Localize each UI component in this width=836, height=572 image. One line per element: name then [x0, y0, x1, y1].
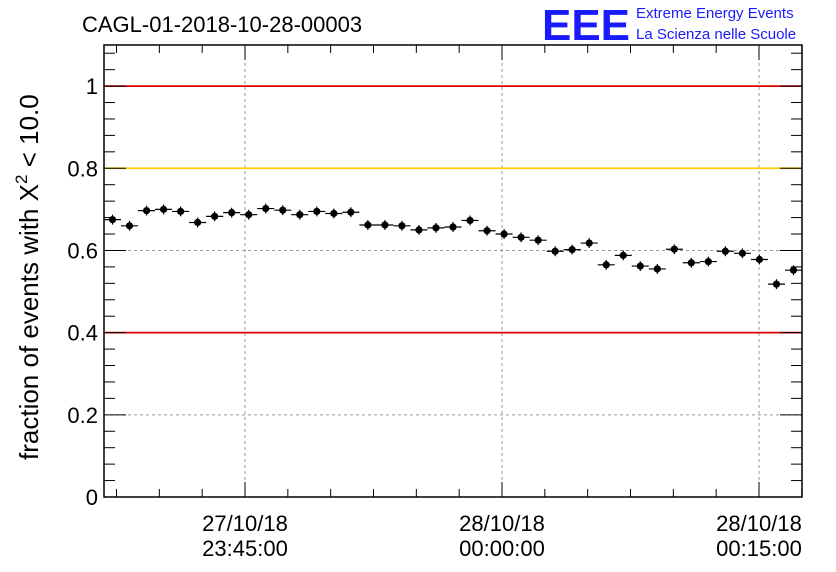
- data-point: [177, 207, 185, 216]
- data-point: [159, 205, 168, 213]
- data-point: [755, 255, 764, 264]
- x-tick-label-date: 27/10/18: [202, 511, 288, 536]
- data-point: [228, 209, 236, 217]
- data-point: [483, 227, 491, 235]
- y-tick-label: 1: [86, 74, 98, 99]
- y-axis-label: fraction of events with X2 < 10.0: [12, 94, 44, 460]
- plot-frame: [103, 44, 803, 498]
- data-point: [142, 206, 151, 215]
- data-point: [602, 261, 610, 269]
- tick-labels: 00.20.40.60.8127/10/1823:45:0028/10/1800…: [67, 74, 801, 561]
- data-series: [104, 203, 802, 290]
- data-point: [551, 247, 559, 255]
- data-point: [262, 204, 270, 213]
- grid: [104, 45, 802, 497]
- y-axis-label-superscript: 2: [12, 175, 31, 184]
- eee-logo-mark: EEE: [542, 1, 630, 50]
- data-point: [772, 280, 781, 288]
- data-point: [653, 265, 661, 273]
- data-point: [415, 226, 423, 234]
- data-point: [704, 257, 712, 266]
- x-tick-label-time: 00:15:00: [716, 536, 802, 561]
- data-point: [245, 211, 253, 219]
- data-point: [313, 207, 321, 216]
- x-tick-label-time: 00:00:00: [459, 536, 545, 561]
- y-tick-label: 0.4: [67, 321, 98, 346]
- y-axis-label-tail: < 10.0: [14, 94, 44, 174]
- x-tick-label-time: 23:45:00: [202, 536, 288, 561]
- data-point: [670, 245, 678, 253]
- data-point: [279, 206, 287, 214]
- data-point: [347, 208, 355, 216]
- data-point: [449, 223, 457, 231]
- data-point: [364, 221, 372, 229]
- data-point: [619, 251, 627, 259]
- data-point: [500, 230, 508, 238]
- data-point: [721, 247, 729, 255]
- data-point: [211, 212, 219, 220]
- data-point: [568, 246, 576, 254]
- chart-title: CAGL-01-2018-10-28-00003: [82, 12, 362, 37]
- axis-ticks: [104, 45, 803, 498]
- data-point: [534, 236, 542, 244]
- eee-logo-line2: La Scienza nelle Scuole: [636, 26, 796, 43]
- y-tick-label: 0.8: [67, 156, 98, 181]
- data-point: [687, 259, 695, 267]
- data-point: [789, 266, 798, 274]
- y-axis-label-main: fraction of events with X: [14, 184, 44, 460]
- reference-lines: [104, 85, 802, 334]
- eee-logo: EEE Extreme Energy Events La Scienza nel…: [542, 1, 796, 50]
- data-point: [296, 211, 304, 219]
- data-point: [585, 239, 593, 247]
- data-point: [330, 209, 338, 218]
- data-point: [381, 221, 389, 229]
- data-point: [194, 218, 202, 227]
- eee-logo-line1: Extreme Energy Events: [636, 5, 794, 22]
- x-tick-label-date: 28/10/18: [716, 511, 802, 536]
- data-point: [398, 222, 406, 230]
- y-tick-label: 0.2: [67, 403, 98, 428]
- data-point: [517, 233, 525, 241]
- data-point: [466, 216, 474, 225]
- y-tick-label: 0: [86, 485, 98, 510]
- data-point: [738, 249, 747, 257]
- data-point: [432, 224, 440, 232]
- y-tick-label: 0.6: [67, 238, 98, 263]
- data-point: [125, 222, 134, 230]
- x-tick-label-date: 28/10/18: [459, 511, 545, 536]
- data-point: [636, 262, 644, 270]
